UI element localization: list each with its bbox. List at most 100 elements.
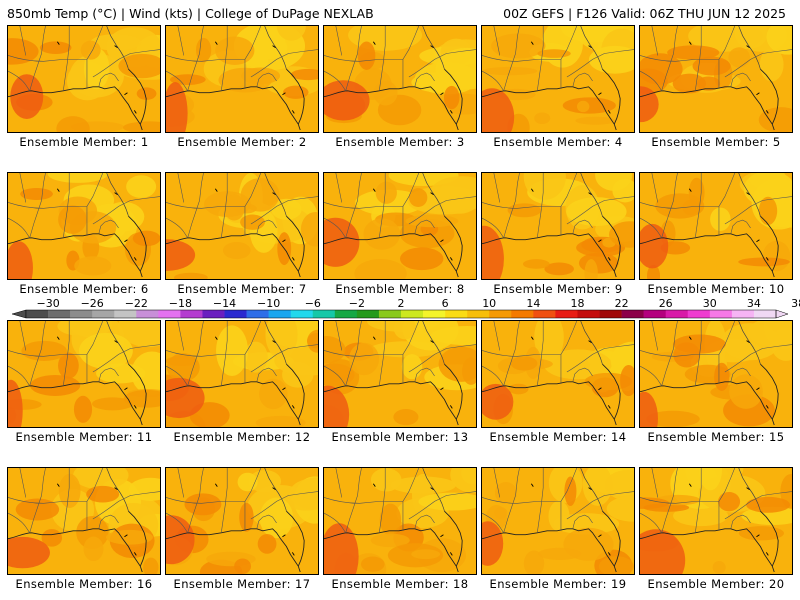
temperature-contour — [746, 496, 791, 513]
temperature-map — [639, 467, 793, 575]
temperature-contour — [762, 240, 791, 272]
temperature-contour — [582, 468, 613, 506]
temperature-contour — [766, 26, 792, 55]
temperature-contour — [234, 558, 251, 574]
temperature-contour — [714, 362, 730, 391]
temperature-contour — [494, 482, 517, 504]
temperature-contour — [74, 256, 112, 276]
colorbar-segment — [643, 310, 667, 318]
temperature-contour — [105, 529, 153, 545]
temperature-contour — [534, 112, 551, 125]
temperature-contour — [184, 493, 222, 516]
temperature-contour — [370, 533, 410, 548]
ensemble-panel-1: Ensemble Member: 1 — [7, 25, 161, 149]
temperature-contour — [563, 527, 614, 561]
colorbar-tick-label: 2 — [398, 298, 405, 310]
colorbar-tick-label: 6 — [442, 298, 449, 310]
temperature-contour — [543, 349, 612, 380]
colorbar-segment — [489, 310, 512, 318]
ensemble-panel-14: Ensemble Member: 14 — [481, 320, 635, 444]
temperature-contour — [673, 334, 726, 354]
panel-label: Ensemble Member: 16 — [15, 577, 153, 591]
temperature-contour — [738, 257, 790, 267]
ensemble-panel-9: Ensemble Member: 9 — [481, 172, 635, 296]
temperature-contour — [222, 241, 251, 260]
temperature-contour — [349, 342, 380, 376]
colorbar-segment — [423, 310, 446, 318]
temperature-contour — [78, 332, 133, 369]
temperature-contour-hot — [166, 515, 195, 565]
panel-label: Ensemble Member: 3 — [335, 135, 465, 149]
panel-label: Ensemble Member: 14 — [489, 430, 627, 444]
colorbar-segment — [599, 310, 622, 318]
temperature-contour — [47, 173, 109, 183]
temperature-contour — [688, 26, 763, 52]
temperature-map — [7, 25, 161, 133]
temperature-contour — [712, 561, 726, 574]
temperature-contour — [265, 321, 298, 359]
temperature-contour — [370, 468, 402, 492]
temperature-contour — [523, 173, 566, 200]
temperature-contour — [401, 354, 423, 380]
temperature-contour — [248, 469, 282, 493]
temperature-map — [481, 320, 635, 428]
panel-label: Ensemble Member: 19 — [489, 577, 627, 591]
colorbar-segment — [114, 310, 137, 318]
temperature-contour — [131, 351, 160, 395]
temperature-contour — [673, 505, 729, 527]
colorbar-segment — [136, 310, 159, 318]
temperature-contour — [143, 557, 159, 574]
temperature-contour — [118, 53, 160, 79]
temperature-contour-hot — [8, 379, 23, 427]
temperature-contour — [73, 395, 93, 423]
colorbar-segment — [445, 310, 468, 318]
colorbar-max-arrow — [775, 309, 789, 319]
temperature-map — [481, 25, 635, 133]
temperature-contour — [408, 188, 428, 207]
panel-label: Ensemble Member: 18 — [331, 577, 469, 591]
temperature-contour — [379, 503, 402, 536]
temperature-contour — [588, 45, 634, 74]
temperature-contour — [450, 468, 476, 494]
temperature-contour — [21, 340, 67, 361]
temperature-contour — [80, 40, 101, 60]
temperature-contour — [216, 325, 249, 376]
panel-label: Ensemble Member: 10 — [647, 282, 785, 296]
colorbar-tick-label: −14 — [213, 298, 236, 310]
temperature-contour — [510, 356, 538, 371]
temperature-contour — [759, 47, 784, 82]
panel-label: Ensemble Member: 7 — [177, 282, 307, 296]
temperature-contour-hot — [482, 88, 515, 132]
temperature-contour — [286, 494, 318, 511]
panel-label: Ensemble Member: 15 — [647, 430, 785, 444]
temperature-contour — [696, 76, 721, 91]
temperature-contour — [132, 230, 160, 247]
colorbar-segment — [48, 310, 71, 318]
temperature-contour-hot — [640, 529, 686, 574]
panel-label: Ensemble Member: 2 — [177, 135, 307, 149]
temperature-contour — [672, 73, 707, 94]
colorbar-tick-label: 14 — [526, 298, 540, 310]
temperature-map — [165, 25, 319, 133]
colorbar-segment — [577, 310, 600, 318]
temperature-map — [323, 320, 477, 428]
temperature-contour — [738, 526, 785, 541]
temperature-contour — [544, 262, 574, 276]
header-title-right: 00Z GEFS | F126 Valid: 06Z THU JUN 12 20… — [503, 6, 786, 21]
temperature-contour-hot — [482, 383, 514, 420]
colorbar-tick-label: −30 — [36, 298, 59, 310]
panel-label: Ensemble Member: 4 — [493, 135, 623, 149]
temperature-contour — [90, 34, 142, 51]
temperature-contour — [575, 116, 616, 125]
temperature-contour — [239, 502, 254, 532]
ensemble-panel-2: Ensemble Member: 2 — [165, 25, 319, 149]
temperature-contour — [609, 221, 634, 248]
temperature-contour — [8, 38, 39, 65]
temperature-map — [481, 467, 635, 575]
colorbar-segment — [621, 310, 644, 318]
temperature-map — [7, 467, 161, 575]
temperature-contour — [83, 536, 104, 562]
temperature-contour — [721, 323, 780, 361]
temperature-contour — [126, 175, 157, 199]
temperature-contour — [357, 41, 376, 70]
